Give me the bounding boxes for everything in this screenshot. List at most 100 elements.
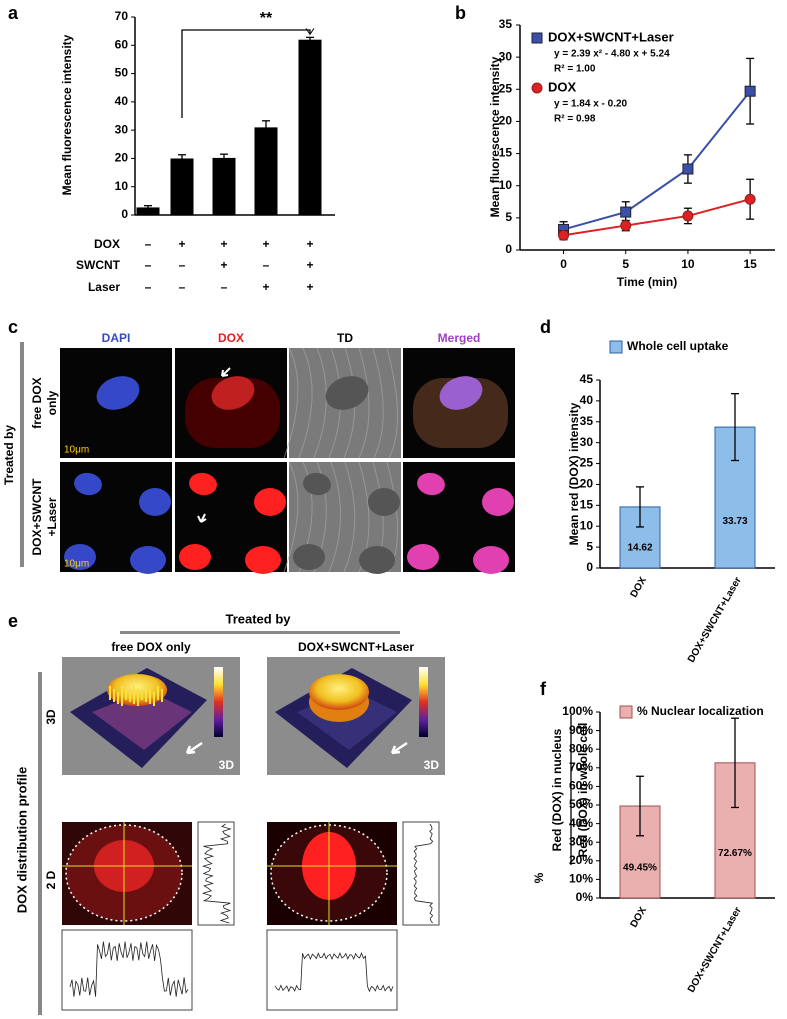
nucleus xyxy=(130,546,166,574)
y-tick-label: 30% xyxy=(569,834,593,848)
cell-outline xyxy=(386,347,399,459)
fit-equation: y = 1.84 x - 0.20 xyxy=(554,99,628,110)
condition-mark: – xyxy=(263,258,270,272)
arrow xyxy=(197,513,207,523)
nucleus xyxy=(139,488,171,516)
column-header: Merged xyxy=(438,331,481,345)
legend-marker xyxy=(531,82,543,94)
profile-box xyxy=(266,929,398,1011)
annotation: ** xyxy=(260,10,273,27)
fit-r2: R² = 0.98 xyxy=(554,114,596,125)
y-tick-label: 20% xyxy=(569,853,593,867)
condition-mark: – xyxy=(179,258,186,272)
cell-outline xyxy=(372,347,384,459)
cell-outline xyxy=(328,461,342,573)
legend-label: DOX+SWCNT+Laser xyxy=(548,29,674,44)
bar xyxy=(212,157,236,216)
condition-name: SWCNT xyxy=(76,258,121,272)
y-tick-label: 0% xyxy=(576,890,594,904)
y-tick-label: 5 xyxy=(505,210,512,224)
legend-marker xyxy=(531,32,543,44)
row-label: 2 D xyxy=(44,870,58,889)
panel-label: a xyxy=(8,3,19,23)
y-tick-label: 40% xyxy=(569,816,593,830)
y-tick-label: 40 xyxy=(115,94,129,108)
cell-outline xyxy=(283,347,299,459)
condition-name: Laser xyxy=(88,280,120,294)
nucleus xyxy=(64,544,96,570)
fit-equation: y = 2.39 x² - 4.80 x + 5.24 xyxy=(554,49,670,60)
nucleus xyxy=(96,376,140,410)
column-header: free DOX only xyxy=(111,640,191,654)
y-tick-label: 15 xyxy=(499,146,513,160)
nucleus xyxy=(189,472,217,496)
nucleus xyxy=(245,546,281,574)
column-header: DOX xyxy=(218,331,244,345)
condition-mark: + xyxy=(220,258,227,272)
y-tick-label: 45 xyxy=(580,372,594,386)
y-tick-label: 30 xyxy=(499,49,513,63)
condition-mark: – xyxy=(145,258,152,272)
nucleus xyxy=(325,376,369,410)
x-axis-label: Time (min) xyxy=(617,275,677,289)
intensity-profile xyxy=(201,823,232,924)
nucleus xyxy=(368,488,400,516)
side-bar xyxy=(38,672,42,1015)
y-tick-label: 20 xyxy=(115,151,129,165)
column-header: DOX+SWCNT+Laser xyxy=(298,640,414,654)
y-tick-label: 10% xyxy=(569,872,593,886)
intensity-profile xyxy=(69,941,189,997)
marker xyxy=(682,210,694,222)
value-label: 49.45% xyxy=(623,862,657,873)
legend-label: % Nuclear localization xyxy=(637,704,764,718)
y-tick-label: 70 xyxy=(115,9,129,23)
nucleus xyxy=(417,472,445,496)
nucleus xyxy=(293,544,325,570)
x-tick-label: 5 xyxy=(622,257,629,271)
nucleus xyxy=(74,472,102,496)
header: Treated by xyxy=(225,611,291,626)
nucleus xyxy=(303,472,331,496)
bar xyxy=(298,39,322,216)
condition-mark: – xyxy=(145,280,152,294)
value-label: 33.73 xyxy=(722,516,747,527)
intensity-profile xyxy=(274,952,394,993)
arrow-head xyxy=(305,28,315,36)
condition-mark: + xyxy=(306,280,313,294)
panel-label: b xyxy=(455,3,466,23)
y-tick-label: 0 xyxy=(586,560,593,574)
nucleus xyxy=(211,376,255,410)
y-tick-label: 20 xyxy=(499,114,513,128)
marker xyxy=(682,163,694,175)
marker xyxy=(620,220,632,232)
y-tick-label: 30 xyxy=(580,435,594,449)
y-tick-label: 90% xyxy=(569,723,593,737)
panel-label: e xyxy=(8,611,18,631)
y-tick-label: 5 xyxy=(586,539,593,553)
fit-r2: R² = 1.00 xyxy=(554,64,596,75)
y-tick-label: 40 xyxy=(580,393,594,407)
condition-mark: + xyxy=(306,258,313,272)
row-label: DOX+SWCNT xyxy=(30,478,44,556)
y-axis-label-numerator: Red (DOX) in nucleus xyxy=(550,728,564,851)
y-tick-label: 60% xyxy=(569,779,593,793)
side-label: DOX distribution profile xyxy=(14,767,29,914)
nucleus xyxy=(439,376,483,410)
condition-mark: + xyxy=(178,237,185,251)
cell-outline xyxy=(343,461,356,573)
condition-name: DOX xyxy=(94,237,120,251)
row-label: +Laser xyxy=(45,497,59,536)
color-scale xyxy=(214,667,223,737)
intensity-profile xyxy=(413,823,434,924)
condition-mark: + xyxy=(262,280,269,294)
condition-mark: – xyxy=(179,280,186,294)
y-tick-label: 10 xyxy=(580,518,594,532)
y-tick-label: 70% xyxy=(569,760,593,774)
y-tick-label: 60 xyxy=(115,37,129,51)
nucleus xyxy=(254,488,286,516)
row-label: 3D xyxy=(44,709,58,725)
y-tick-label: 10 xyxy=(115,179,129,193)
marker xyxy=(744,85,756,97)
nucleus xyxy=(179,544,211,570)
profile-box xyxy=(61,929,193,1011)
